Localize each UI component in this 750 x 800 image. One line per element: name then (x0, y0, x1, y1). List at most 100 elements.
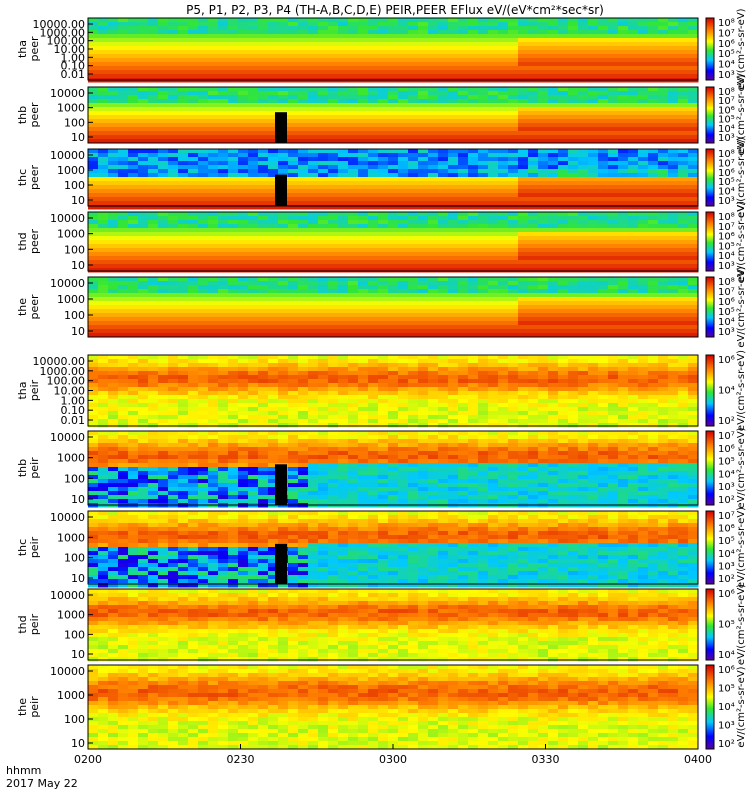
heatmap-cell (198, 293, 209, 298)
heatmap-cell (588, 26, 599, 31)
heatmap-cell (228, 232, 239, 237)
heatmap-cell (578, 277, 589, 282)
heatmap-cell (348, 305, 359, 310)
heatmap-cell (98, 224, 109, 229)
heatmap-cell (438, 18, 449, 23)
heatmap-cell (358, 277, 369, 282)
heatmap-cell (508, 91, 519, 96)
heatmap-cell (98, 281, 109, 286)
heatmap-cell (548, 87, 559, 92)
heatmap-cell (118, 177, 129, 182)
heatmap-cell (158, 22, 169, 27)
heatmap-cell (218, 95, 229, 100)
heatmap-cell (398, 127, 409, 132)
heatmap-cell (448, 70, 459, 75)
heatmap-cell (448, 317, 459, 322)
heatmap-cell (208, 193, 219, 198)
heatmap-cell (168, 297, 179, 302)
heatmap-cell (438, 50, 449, 55)
heatmap-cell (268, 367, 279, 372)
heatmap-cell (548, 18, 559, 23)
heatmap-cell (488, 42, 499, 47)
heatmap-cell (198, 115, 209, 120)
heatmap-cell (678, 123, 689, 128)
heatmap-cell (618, 111, 629, 116)
heatmap-cell (308, 216, 319, 221)
heatmap-cell (678, 236, 689, 241)
heatmap-cell (88, 22, 99, 27)
heatmap-cell (118, 91, 129, 96)
heatmap-cell (138, 256, 149, 261)
heatmap-cell (88, 375, 99, 380)
heatmap-cell (568, 197, 579, 202)
heatmap-cell (378, 371, 389, 376)
heatmap-cell (248, 252, 259, 257)
heatmap-cell (188, 18, 199, 23)
heatmap-cell (158, 173, 169, 178)
heatmap-cell (548, 321, 559, 326)
heatmap-cell (228, 42, 239, 47)
heatmap-cell (638, 355, 649, 360)
heatmap-cell (268, 62, 279, 67)
heatmap-cell (198, 256, 209, 261)
heatmap-cell (118, 212, 129, 217)
heatmap-cell (418, 205, 429, 210)
heatmap-cell (108, 173, 119, 178)
heatmap-cell (448, 91, 459, 96)
heatmap-cell (98, 50, 109, 55)
heatmap-cell (508, 309, 519, 314)
heatmap-cell (378, 153, 389, 158)
heatmap-cell (158, 74, 169, 79)
heatmap-cell (288, 297, 299, 302)
heatmap-cell (178, 367, 189, 372)
heatmap-cell (338, 46, 349, 51)
heatmap-cell (128, 139, 139, 144)
heatmap-cell (448, 169, 459, 174)
heatmap-cell (488, 216, 499, 221)
heatmap-cell (338, 321, 349, 326)
heatmap-cell (228, 30, 239, 35)
heatmap-cell (98, 256, 109, 261)
heatmap-cell (408, 115, 419, 120)
heatmap-cell (188, 46, 199, 51)
heatmap-cell (218, 313, 229, 318)
heatmap-cell (438, 252, 449, 257)
heatmap-cell (138, 375, 149, 380)
heatmap-cell (148, 185, 159, 190)
heatmap-cell (468, 157, 479, 162)
heatmap-cell (288, 66, 299, 71)
heatmap-cell (478, 46, 489, 51)
heatmap-cell (88, 293, 99, 298)
heatmap-cell (258, 329, 269, 334)
heatmap-cell (308, 193, 319, 198)
heatmap-cell (188, 157, 199, 162)
heatmap-cell (208, 212, 219, 217)
heatmap-cell (458, 42, 469, 47)
heatmap-cell (658, 264, 669, 269)
heatmap-cell (128, 165, 139, 170)
heatmap-cell (168, 212, 179, 217)
heatmap-cell (548, 177, 559, 182)
heatmap-cell (418, 220, 429, 225)
heatmap-cell (378, 240, 389, 245)
heatmap-cell (598, 87, 609, 92)
heatmap-cell (298, 87, 309, 92)
heatmap-cell (378, 173, 389, 178)
y-tick-label: 10.00 (54, 43, 86, 56)
heatmap-cell (138, 228, 149, 233)
heatmap-cell (528, 34, 539, 39)
heatmap-cell (428, 165, 439, 170)
heatmap-cell (178, 220, 189, 225)
heatmap-cell (648, 297, 659, 302)
figure-title: P5, P1, P2, P3, P4 (TH-A,B,C,D,E) PEIR,P… (186, 3, 604, 17)
heatmap-cell (448, 107, 459, 112)
heatmap-cell (468, 99, 479, 104)
heatmap-cell (408, 123, 419, 128)
heatmap-cell (288, 201, 299, 206)
heatmap-cell (468, 107, 479, 112)
heatmap-cell (688, 177, 699, 182)
heatmap-cell (518, 329, 529, 334)
heatmap-cell (388, 131, 399, 136)
heatmap-cell (668, 111, 679, 116)
heatmap-cell (258, 264, 269, 269)
